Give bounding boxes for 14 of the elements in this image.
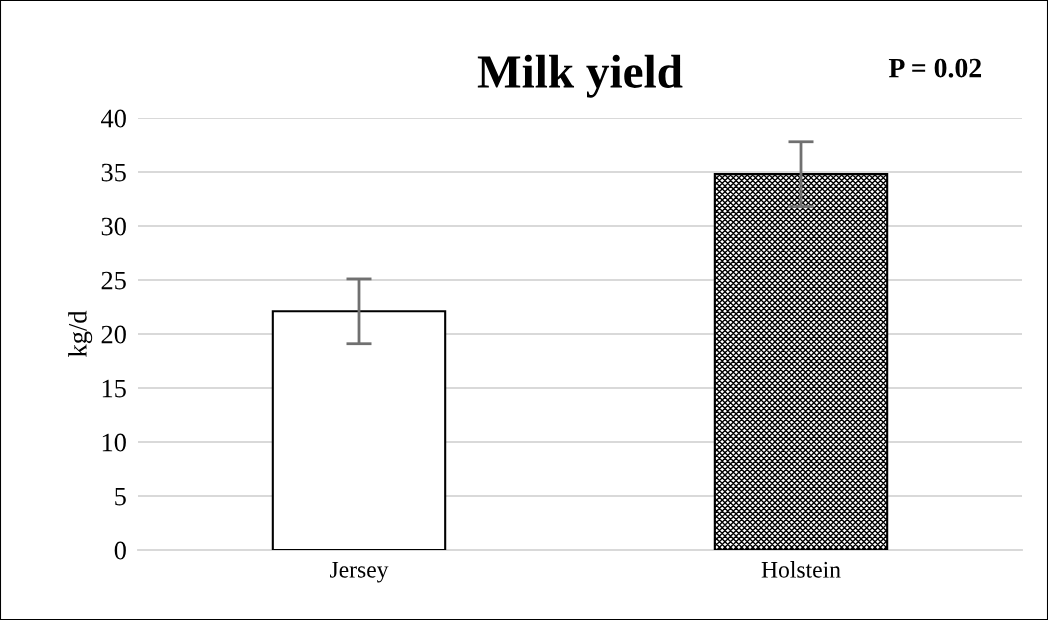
x-tick-label: Holstein xyxy=(761,561,841,578)
y-tick-label: 40 xyxy=(101,109,126,128)
x-tick-label: Jersey xyxy=(329,561,389,583)
chart-title: Milk yield xyxy=(477,54,683,98)
y-tick-label: 30 xyxy=(101,217,126,236)
y-tick-label: 10 xyxy=(102,433,126,452)
y-tick-label: 5 xyxy=(115,487,126,506)
y-tick-label: 35 xyxy=(101,163,126,182)
y-axis-title: kg/d xyxy=(68,310,93,357)
text: P = 0.02 xyxy=(888,58,982,78)
y-tick-label: 0 xyxy=(114,541,126,560)
y-tick-label: 15 xyxy=(102,379,126,398)
y-tick-label: 20 xyxy=(101,325,126,344)
y-tick-label: 25 xyxy=(101,271,126,290)
